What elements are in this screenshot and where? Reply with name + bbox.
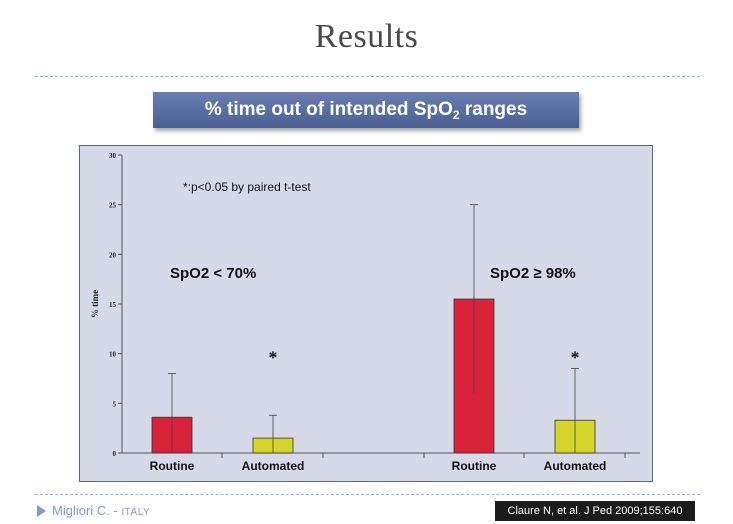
footer-country: ITALY: [121, 507, 151, 518]
banner-text: % time out of intended SpO: [204, 99, 453, 120]
banner-suffix: ranges: [459, 99, 528, 120]
y-axis-label: % time: [90, 290, 100, 318]
y-tick-label: 10: [109, 351, 117, 359]
significance-note: *:p<0.05 by paired t-test: [183, 180, 311, 194]
chart-banner: % time out of intended SpO2 ranges: [153, 92, 579, 128]
bar-chart: 0 5 10 15 20 25 30 % time Routine Automated * Routi…: [90, 152, 640, 473]
y-tick-label: 15: [109, 301, 117, 309]
x-tick-label: Routine: [150, 459, 195, 473]
footer-author: Migliori C. - ITALY: [52, 503, 150, 518]
significance-marker: *: [269, 348, 278, 368]
group-label-high: SpO2 ≥ 98%: [490, 265, 576, 282]
bottom-divider: [35, 494, 700, 495]
x-tick-label: Routine: [452, 459, 497, 473]
citation-box: Claure N, et al. J Ped 2009;155:640: [495, 501, 695, 521]
banner-subscript: 2: [452, 108, 460, 122]
y-tick-label: 0: [113, 450, 117, 458]
y-tick-label: 30: [109, 152, 117, 160]
footer-author-name: Migliori C. -: [52, 503, 122, 518]
y-tick-label: 5: [113, 400, 117, 408]
x-tick-label: Automated: [242, 459, 305, 473]
x-tick-label: Automated: [544, 459, 607, 473]
top-divider: [35, 76, 700, 77]
chart-panel: 0 5 10 15 20 25 30 % time Routine Automated * Routi…: [79, 145, 653, 482]
y-tick-label: 20: [109, 251, 117, 259]
slide-title: Results: [314, 18, 419, 55]
y-tick-label: 25: [109, 202, 117, 210]
significance-marker: *: [571, 348, 580, 368]
group-label-low: SpO2 < 70%: [170, 265, 256, 282]
footer-arrow-icon: [37, 505, 46, 517]
